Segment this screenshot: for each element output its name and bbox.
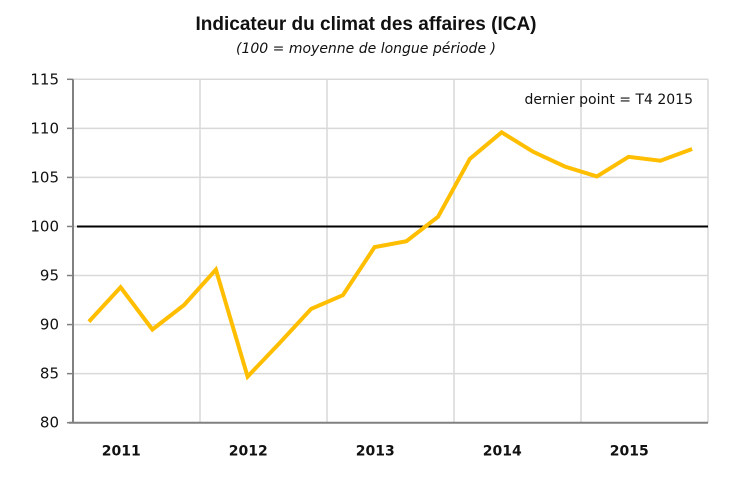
series-line — [87, 129, 693, 381]
y-tick-label: 80 — [40, 414, 59, 432]
y-tick-label: 110 — [30, 119, 59, 137]
x-tick-label: 2014 — [483, 444, 522, 460]
x-tick-label: 2015 — [610, 444, 649, 460]
last-point-annotation: dernier point = T4 2015 — [525, 92, 693, 108]
x-tick-label: 2011 — [102, 444, 141, 460]
y-tick-label: 115 — [30, 70, 59, 88]
chart-title: Indicateur du climat des affaires (ICA) — [195, 14, 537, 35]
x-tick-label: 2013 — [356, 444, 395, 460]
y-tick-label: 85 — [40, 365, 59, 383]
y-tick-label: 105 — [30, 168, 59, 186]
y-tick-label: 100 — [30, 217, 59, 235]
y-tick-label: 90 — [40, 316, 59, 334]
y-tick-label: 95 — [40, 267, 59, 285]
chart-subtitle: (100 = moyenne de longue période ) — [236, 41, 496, 57]
x-tick-label: 2012 — [229, 444, 268, 460]
